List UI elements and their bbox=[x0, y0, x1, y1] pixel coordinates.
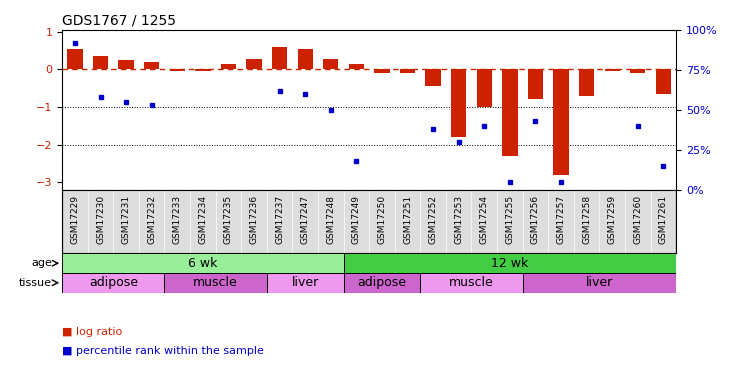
Bar bbox=[477, 69, 492, 107]
Text: GSM17249: GSM17249 bbox=[352, 195, 361, 244]
Text: GSM17256: GSM17256 bbox=[531, 195, 540, 244]
Bar bbox=[630, 69, 645, 73]
Text: GSM17255: GSM17255 bbox=[505, 195, 515, 244]
Bar bbox=[67, 49, 83, 69]
Bar bbox=[420, 273, 523, 292]
Text: GSM17258: GSM17258 bbox=[582, 195, 591, 244]
Bar bbox=[605, 69, 620, 71]
Bar bbox=[267, 273, 344, 292]
Bar bbox=[93, 56, 108, 69]
Bar bbox=[62, 254, 344, 273]
Text: GSM17257: GSM17257 bbox=[556, 195, 566, 244]
Text: adipose: adipose bbox=[88, 276, 138, 289]
Text: muscle: muscle bbox=[193, 276, 238, 289]
Text: GSM17234: GSM17234 bbox=[198, 195, 208, 244]
Text: GSM17260: GSM17260 bbox=[633, 195, 643, 244]
Text: GSM17254: GSM17254 bbox=[480, 195, 489, 244]
Bar bbox=[425, 69, 441, 86]
Bar bbox=[344, 254, 676, 273]
Text: age: age bbox=[31, 258, 52, 268]
Bar bbox=[323, 59, 338, 69]
Text: GSM17250: GSM17250 bbox=[377, 195, 387, 244]
Text: GSM17233: GSM17233 bbox=[173, 195, 182, 244]
Bar bbox=[164, 273, 267, 292]
Text: GSM17252: GSM17252 bbox=[428, 195, 438, 244]
Text: GSM17261: GSM17261 bbox=[659, 195, 668, 244]
Text: GSM17251: GSM17251 bbox=[403, 195, 412, 244]
Text: GSM17236: GSM17236 bbox=[249, 195, 259, 244]
Bar bbox=[528, 69, 543, 99]
Text: GSM17235: GSM17235 bbox=[224, 195, 233, 244]
Bar bbox=[170, 69, 185, 71]
Text: ■ percentile rank within the sample: ■ percentile rank within the sample bbox=[62, 346, 264, 355]
Bar bbox=[349, 64, 364, 69]
Bar bbox=[118, 60, 134, 69]
Text: GDS1767 / 1255: GDS1767 / 1255 bbox=[62, 13, 176, 27]
Bar bbox=[272, 47, 287, 69]
Text: GSM17248: GSM17248 bbox=[326, 195, 336, 244]
Bar bbox=[451, 69, 466, 137]
Text: GSM17231: GSM17231 bbox=[121, 195, 131, 244]
Text: ■ log ratio: ■ log ratio bbox=[62, 327, 122, 337]
Bar bbox=[523, 273, 676, 292]
Bar bbox=[246, 59, 262, 69]
Text: 6 wk: 6 wk bbox=[188, 257, 218, 270]
Text: GSM17247: GSM17247 bbox=[300, 195, 310, 244]
Bar bbox=[553, 69, 569, 175]
Bar bbox=[144, 62, 159, 69]
Text: GSM17237: GSM17237 bbox=[275, 195, 284, 244]
Bar bbox=[344, 273, 420, 292]
Text: GSM17230: GSM17230 bbox=[96, 195, 105, 244]
Bar bbox=[374, 69, 390, 73]
Text: GSM17253: GSM17253 bbox=[454, 195, 463, 244]
Text: liver: liver bbox=[292, 276, 319, 289]
Text: adipose: adipose bbox=[357, 276, 406, 289]
Bar bbox=[298, 49, 313, 69]
Text: GSM17232: GSM17232 bbox=[147, 195, 156, 244]
Bar bbox=[62, 273, 164, 292]
Bar bbox=[195, 69, 211, 71]
Bar bbox=[221, 64, 236, 69]
Text: GSM17259: GSM17259 bbox=[607, 195, 617, 244]
Bar bbox=[400, 69, 415, 73]
Text: tissue: tissue bbox=[19, 278, 52, 288]
Bar bbox=[579, 69, 594, 96]
Text: GSM17229: GSM17229 bbox=[70, 195, 80, 244]
Text: muscle: muscle bbox=[449, 276, 494, 289]
Text: liver: liver bbox=[586, 276, 613, 289]
Bar bbox=[656, 69, 671, 94]
Bar bbox=[502, 69, 518, 156]
Text: 12 wk: 12 wk bbox=[491, 257, 529, 270]
